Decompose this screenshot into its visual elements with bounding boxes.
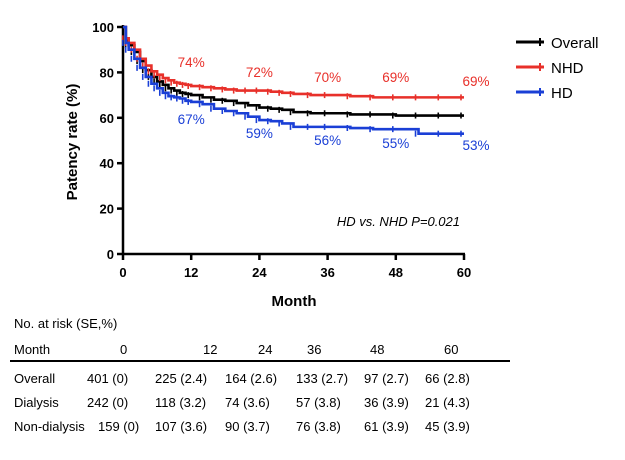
- x-axis-title: Month: [272, 293, 317, 310]
- risk-cell: 45 (3.9): [425, 419, 470, 434]
- pct-label-hd: 55%: [382, 136, 409, 151]
- risk-cell: 242 (0): [87, 395, 129, 410]
- risk-table-month-label: Month: [14, 342, 51, 357]
- risk-cell: 74 (3.6): [225, 395, 270, 410]
- risk-month-48: 48: [370, 342, 385, 357]
- x-tick-label: 24: [252, 265, 267, 280]
- series-line-nhd: [123, 25, 464, 99]
- y-tick-label: 0: [107, 247, 114, 262]
- pct-label-nhd: 69%: [382, 70, 409, 85]
- y-tick-label: 60: [100, 111, 114, 126]
- risk-cell: 107 (3.6): [155, 419, 208, 434]
- pct-label-hd: 59%: [246, 126, 273, 141]
- x-tick-label: 0: [119, 265, 126, 280]
- risk-cell: 90 (3.7): [225, 419, 270, 434]
- pct-label-nhd: 69%: [462, 74, 489, 89]
- risk-month-24: 24: [258, 342, 273, 357]
- risk-cell: 66 (2.8): [425, 371, 470, 386]
- risk-row-label: Overall: [14, 371, 56, 386]
- risk-month-0: 0: [120, 342, 128, 357]
- x-tick-label: 36: [320, 265, 334, 280]
- p-value-text: HD vs. NHD P=0.021: [337, 214, 460, 229]
- risk-table-rule: [10, 360, 510, 362]
- risk-cell: 164 (2.6): [225, 371, 278, 386]
- risk-table-header: No. at risk (SE,%): [14, 316, 118, 331]
- y-tick-label: 20: [100, 202, 114, 217]
- risk-month-12: 12: [203, 342, 218, 357]
- risk-cell: 133 (2.7): [296, 371, 349, 386]
- y-tick-label: 40: [100, 156, 114, 171]
- risk-month-36: 36: [307, 342, 322, 357]
- y-tick-label: 100: [92, 20, 114, 35]
- series-layer: [122, 25, 464, 137]
- legend: Overall NHD HD: [516, 35, 599, 102]
- risk-cell: 97 (2.7): [364, 371, 409, 386]
- pct-label-hd: 53%: [462, 138, 489, 153]
- pct-label-nhd: 74%: [178, 55, 205, 70]
- risk-cell: 401 (0): [87, 371, 129, 386]
- risk-month-60: 60: [444, 342, 459, 357]
- x-tick-label: 60: [457, 265, 471, 280]
- legend-label-hd: HD: [551, 85, 573, 102]
- risk-cell: 57 (3.8): [296, 395, 341, 410]
- risk-row-label: Dialysis: [14, 395, 59, 410]
- risk-cell: 76 (3.8): [296, 419, 341, 434]
- series-line-overall: [123, 25, 464, 117]
- pct-label-nhd: 70%: [314, 70, 341, 85]
- y-tick-label: 80: [100, 65, 114, 80]
- risk-cell: 21 (4.3): [425, 395, 470, 410]
- axes: 0 20 40 60 80 100 0 12 24 36 48 60: [92, 20, 471, 280]
- risk-cell: 159 (0): [98, 419, 140, 434]
- km-chart: 0 20 40 60 80 100 0 12 24 36 48 60 74% 72% 70% 69% 69% 6…: [64, 20, 599, 310]
- annotation-layer: 74% 72% 70% 69% 69% 67% 59% 56% 55% 53%: [178, 55, 490, 153]
- y-axis-title: Patency rate (%): [64, 84, 81, 201]
- legend-label-overall: Overall: [551, 35, 599, 52]
- risk-cell: 36 (3.9): [364, 395, 409, 410]
- pct-label-nhd: 72%: [246, 65, 273, 80]
- legend-label-nhd: NHD: [551, 60, 584, 77]
- risk-cell: 61 (3.9): [364, 419, 409, 434]
- risk-table: No. at risk (SE,%) Month 0 12 24 36 48 60 Over…: [0, 308, 625, 458]
- risk-row-label: Non-dialysis: [14, 419, 85, 434]
- x-tick-label: 12: [184, 265, 198, 280]
- pct-label-hd: 67%: [178, 112, 205, 127]
- risk-cell: 225 (2.4): [155, 371, 208, 386]
- risk-cell: 118 (3.2): [155, 395, 207, 410]
- x-tick-label: 48: [389, 265, 403, 280]
- pct-label-hd: 56%: [314, 133, 341, 148]
